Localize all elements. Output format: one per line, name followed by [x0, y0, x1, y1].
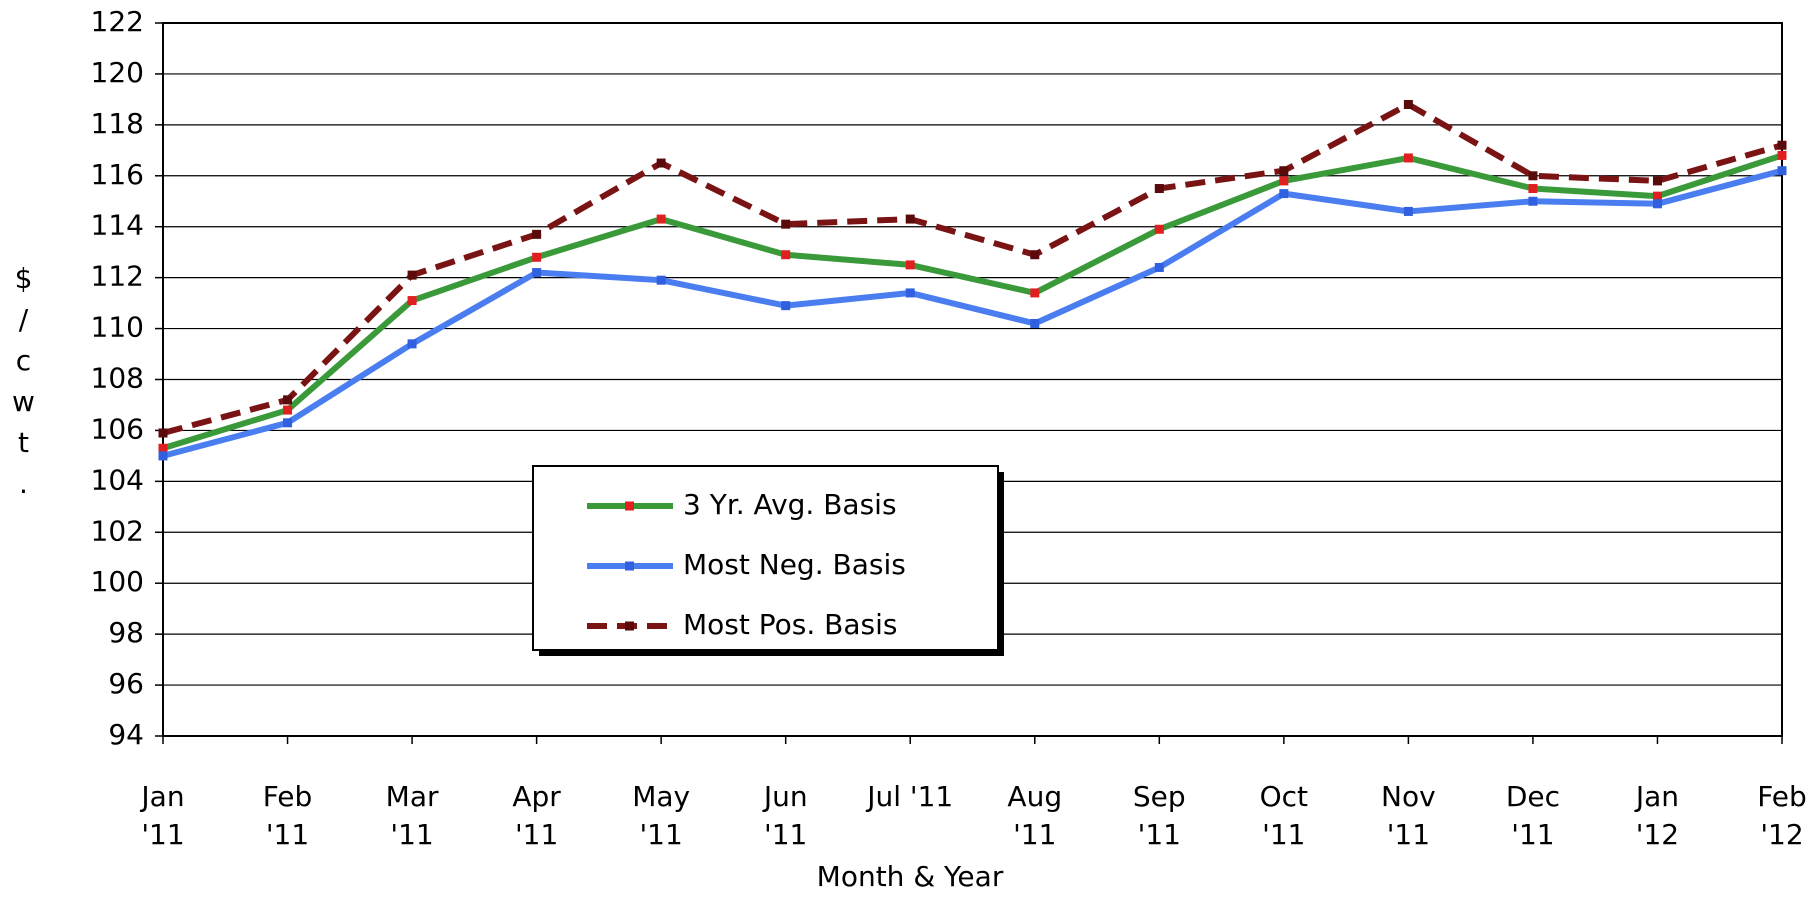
x-tick-label: '11 [639, 818, 682, 851]
point-marker [781, 301, 791, 311]
point-marker [1030, 288, 1040, 298]
point-marker [781, 250, 791, 260]
x-tick-label: Jul '11 [865, 780, 953, 813]
point-marker [656, 275, 666, 285]
y-tick-label: 112 [91, 260, 144, 293]
point-marker [905, 260, 915, 270]
y-tick-label: 106 [91, 412, 144, 445]
y-tick-label: 108 [91, 362, 144, 395]
legend-marker [625, 621, 634, 631]
legend-label: Most Neg. Basis [683, 548, 906, 581]
point-marker [1528, 196, 1538, 206]
x-tick-label: Jun [762, 780, 808, 813]
x-tick-label: Apr [512, 780, 561, 813]
point-marker [158, 443, 168, 453]
y-tick-label: 100 [91, 565, 144, 598]
x-axis-title: Month & Year [817, 860, 1004, 893]
y-tick-label: 102 [91, 514, 144, 547]
point-marker [1279, 189, 1289, 199]
x-tick-label: Aug [1007, 780, 1062, 813]
x-tick-label: Feb [263, 780, 313, 813]
point-marker [656, 214, 666, 224]
x-tick-label: '11 [1511, 818, 1554, 851]
y-tick-label: 116 [91, 158, 144, 191]
point-marker [781, 219, 791, 229]
series-line [162, 101, 1783, 436]
point-marker [1777, 150, 1787, 160]
x-tick-label: '11 [515, 818, 558, 851]
point-marker [1030, 250, 1040, 260]
y-tick-label: 120 [91, 56, 144, 89]
point-marker [158, 451, 168, 461]
point-marker [407, 270, 417, 280]
x-tick-label: '12 [1760, 818, 1803, 851]
x-tick-label: May [632, 780, 690, 813]
point-marker [1652, 176, 1662, 186]
point-marker [1154, 224, 1164, 234]
point-marker [532, 268, 542, 278]
x-tick-label: Feb [1757, 780, 1807, 813]
x-tick-label: '11 [1138, 818, 1181, 851]
x-tick-label: Sep [1133, 780, 1186, 813]
x-tick-label: Nov [1381, 780, 1436, 813]
y-tick-label: 98 [108, 616, 144, 649]
series-line [162, 167, 1783, 459]
x-tick-label: '11 [1387, 818, 1430, 851]
x-tick-label: Oct [1260, 780, 1308, 813]
x-tick-label: '11 [390, 818, 433, 851]
x-tick-label: '11 [764, 818, 807, 851]
legend-marker [625, 501, 634, 511]
x-tick-label: Dec [1506, 780, 1560, 813]
x-tick-label: '12 [1636, 818, 1679, 851]
plot-frame [162, 22, 1783, 737]
legend-marker [625, 561, 634, 571]
y-tick-label: 122 [91, 5, 144, 38]
point-marker [1652, 191, 1662, 201]
point-marker [407, 339, 417, 349]
point-marker [1777, 140, 1787, 150]
point-marker [905, 288, 915, 298]
y-tick-label: 104 [91, 463, 144, 496]
x-tick-label: Jan [1634, 780, 1679, 813]
legend-label: 3 Yr. Avg. Basis [683, 488, 897, 521]
point-marker [1403, 206, 1413, 216]
legend-label: Most Pos. Basis [683, 608, 897, 641]
series-line [162, 152, 1783, 452]
point-marker [1403, 153, 1413, 163]
x-tick-label: Mar [386, 780, 439, 813]
point-marker [1403, 99, 1413, 109]
point-marker [1528, 171, 1538, 181]
point-marker [1279, 176, 1289, 186]
point-marker [407, 296, 417, 306]
point-marker [1777, 166, 1787, 176]
x-tick-label: '11 [141, 818, 184, 851]
point-marker [656, 158, 666, 168]
y-axis-title: $/cwt. [7, 262, 40, 508]
y-tick-label: 110 [91, 311, 144, 344]
point-marker [532, 252, 542, 262]
y-tick-label: 96 [108, 667, 144, 700]
point-marker [158, 428, 168, 438]
point-marker [1154, 262, 1164, 272]
point-marker [283, 418, 293, 428]
y-tick-label: 114 [91, 209, 144, 242]
point-marker [905, 214, 915, 224]
y-tick-label: 118 [91, 107, 144, 140]
point-marker [283, 405, 293, 415]
point-marker [1528, 184, 1538, 194]
point-marker [532, 229, 542, 239]
point-marker [1652, 199, 1662, 209]
y-tick-label: 94 [108, 718, 144, 751]
point-marker [1154, 184, 1164, 194]
x-tick-label: Jan [139, 780, 184, 813]
x-tick-label: '11 [1262, 818, 1305, 851]
legend [532, 465, 999, 651]
point-marker [1279, 166, 1289, 176]
point-marker [283, 395, 293, 405]
x-tick-label: '11 [266, 818, 309, 851]
point-marker [1030, 318, 1040, 328]
x-tick-label: '11 [1013, 818, 1056, 851]
